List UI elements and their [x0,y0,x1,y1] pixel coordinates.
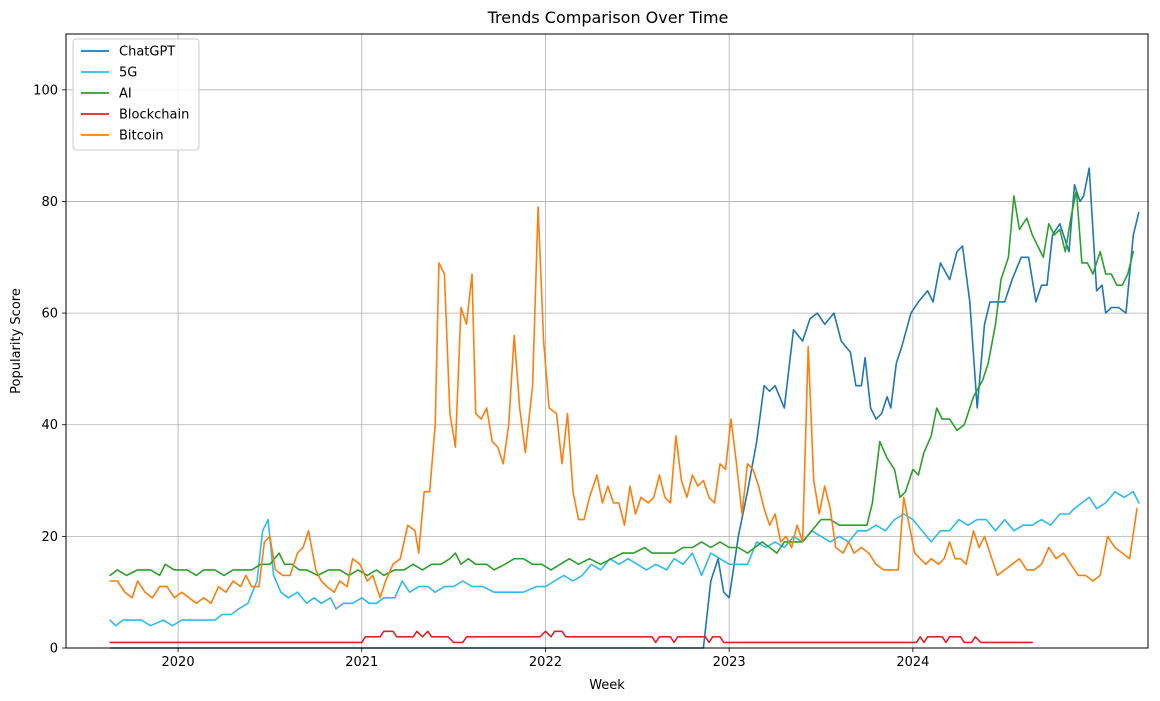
legend-label-5g: 5G [119,66,137,81]
series-line-5g [109,490,1140,627]
x-axis-label: Week [589,678,625,693]
x-tick-label: 2021 [345,655,378,670]
x-tick-label: 2024 [896,655,929,670]
y-tick-label: 40 [41,418,58,433]
y-tick-label: 80 [41,195,58,210]
y-tick-label: 20 [41,530,58,545]
chart-title: Trends Comparison Over Time [487,8,729,27]
x-tick-label: 2020 [162,655,195,670]
y-tick-label: 0 [50,642,58,657]
series-line-bitcoin [109,206,1138,605]
y-tick-label: 100 [33,83,58,98]
y-tick-label: 60 [41,307,58,322]
y-axis: 0 20 40 60 80 100 [33,83,66,657]
series-line-blockchain [109,630,1034,644]
x-axis: 2020 2021 2022 2023 2024 [162,648,929,670]
y-axis-label: Popularity Score [9,288,24,394]
legend: ChatGPT 5G AI Blockchain Bitcoin [72,38,200,151]
legend-label-chatgpt: ChatGPT [119,45,175,60]
legend-label-ai: AI [119,87,132,102]
series-line-ai [109,189,1135,577]
x-tick-label: 2023 [713,655,746,670]
legend-box [72,38,200,151]
grid [66,34,1148,649]
x-tick-label: 2022 [529,655,562,670]
legend-label-blockchain: Blockchain [119,108,189,123]
legend-label-bitcoin: Bitcoin [119,129,164,144]
series-line-chatgpt [109,167,1140,649]
series-layer [109,167,1140,649]
plot-frame [65,33,1149,649]
